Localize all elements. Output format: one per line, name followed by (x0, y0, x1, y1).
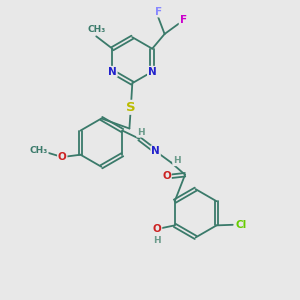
Text: F: F (180, 15, 187, 25)
Text: N: N (148, 67, 157, 77)
Text: O: O (58, 152, 67, 162)
Text: O: O (153, 224, 161, 234)
Text: S: S (126, 101, 136, 114)
Text: H: H (137, 128, 145, 137)
Text: CH₃: CH₃ (30, 146, 48, 155)
Text: O: O (162, 171, 171, 181)
Text: N: N (108, 67, 117, 77)
Text: Cl: Cl (236, 220, 247, 230)
Text: F: F (154, 7, 162, 16)
Text: H: H (153, 236, 161, 245)
Text: H: H (173, 156, 181, 165)
Text: CH₃: CH₃ (87, 26, 105, 34)
Text: N: N (151, 146, 160, 156)
